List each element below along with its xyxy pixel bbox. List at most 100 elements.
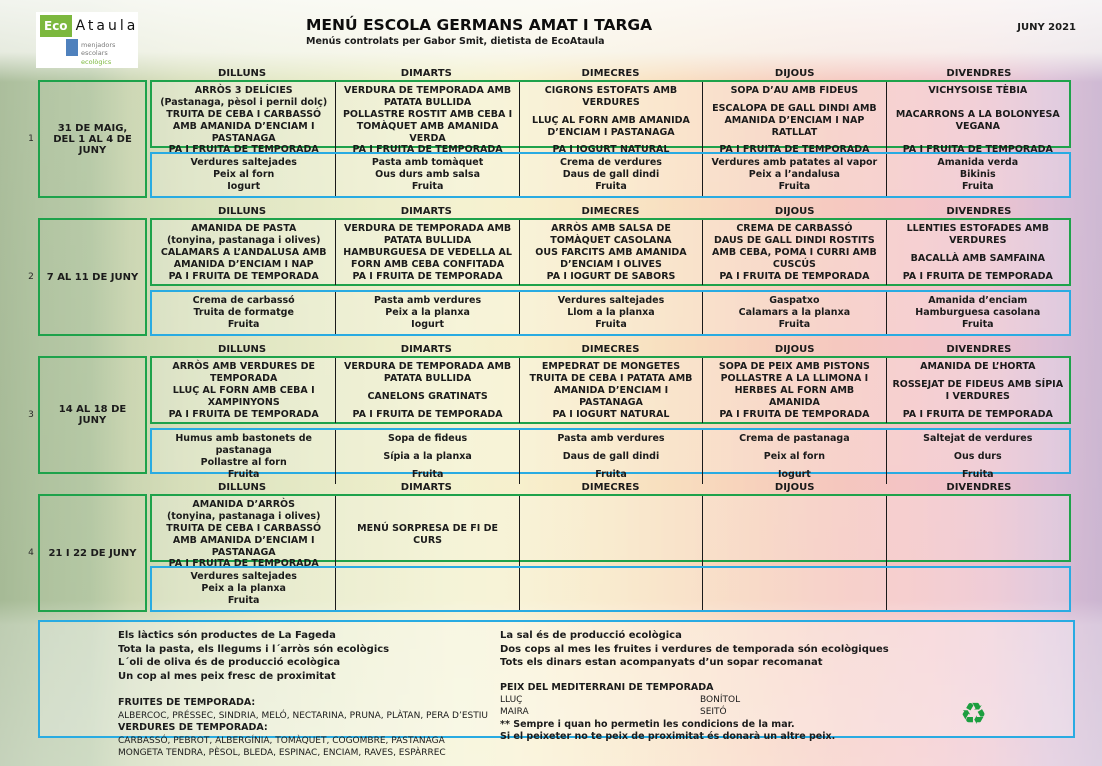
menu-item: CIGRONS ESTOFATS AMB VERDURES [544,85,678,108]
dinner-item: Calamars a la planxa [738,307,851,319]
menu-item: MACARRONS A LA BOLONYESA VEGANA [895,108,1060,132]
menu-item: POLLASTRE A LA LLIMONA I HERBES AL FORN … [720,372,869,408]
dinner-item: Fruita [595,468,627,480]
week-dates: 7 AL 11 DE JUNY [38,218,147,336]
dinner-item: Fruita [411,181,444,193]
notes-right-list: La sal és de producció ecològica Dos cops… [500,629,1063,670]
menu-item: ARRÒS AMB SALSA DE TOMÀQUET CASOLANA [550,223,672,246]
dinner-cell: Crema de carbassó Truita de formatge Fruit… [152,292,335,334]
menu-item: PA I FRUITA DE TEMPORADA [902,408,1053,420]
menu-item: AMANIDA DE L’HORTA [920,361,1036,372]
lunch-row: AMANIDA DE PASTA (tonyina, pastanaga i o… [150,218,1071,286]
vegetables-list: CARBASSÓ, PEBROT, ALBERGÍNIA, TOMÀQUET, … [118,735,445,746]
fish-name: BONÍTOL [700,695,741,706]
day-header: DIMARTS [400,206,452,217]
dinner-item: Ous durs amb salsa [375,169,480,181]
dinner-cell: Saltejat de verdures Ous durs Fruita [885,430,1069,484]
page-header: Eco Ataula menjadors escolars ecològics … [0,0,1102,68]
dinner-item: Fruita [778,181,811,193]
week-dates: 14 AL 18 DE JUNY [38,356,147,474]
menu-item: VERDURA DE TEMPORADA AMB PATATA BULLIDA [344,361,512,384]
vegetables-title: VERDURES DE TEMPORADA: [118,721,268,733]
dinner-item: Verdures saltejades [557,295,665,306]
dinner-cell: Sopa de fideus Sípia a la planxa Fruita [335,430,518,484]
lunch-cell: CREMA DE CARBASSÓ DAUS DE GALL DINDI ROST… [702,220,885,286]
month-label: JUNY 2021 [1017,22,1076,33]
day-header: DILLUNS [218,344,267,355]
dinner-cell: Crema de verdures Daus de gall dindi Fruit… [518,154,702,196]
day-header: DIMECRES [581,344,640,355]
dinner-cell: Pasta amb verdures Peix a la planxa Iogurt [335,292,518,334]
dinner-item: Truita de formatge [193,307,294,319]
menu-item: MENÚ SORPRESA DE FI DE CURS [357,522,498,546]
menu-item: VICHYSOISE TÈBIA [928,85,1028,96]
dinner-item: Crema de carbassó [192,295,295,306]
day-header: DIMECRES [581,68,640,79]
dinner-cell: Gaspatxo Calamars a la planxa Fruita [702,292,885,334]
menu-item: PA I IOGURT DE SABORS [546,270,676,282]
menu-item: ROSSEJAT DE FIDEUS AMB SÍPIA I VERDURES [892,378,1064,402]
menu-item: AMANIDA DE PASTA (tonyina, pastanaga i o… [166,223,321,246]
notes-left: Els làctics són productes de La Fageda To… [118,629,500,759]
day-header: DIMARTS [400,68,452,79]
ecoataula-logo: Eco Ataula menjadors escolars ecològics [36,12,138,68]
dinner-cell: Verdures saltejades Llom a la planxa Fruit… [518,292,702,334]
menu-item: PA I FRUITA DE TEMPORADA [168,270,319,282]
day-header: DIMECRES [581,482,640,493]
menu-item: TRUITA DE CEBA I PATATA AMB AMANIDA D’EN… [529,372,693,408]
day-header: DIVENDRES [946,206,1012,217]
week-block: 1 31 DE MAIG, DEL 1 AL 4 DE JUNY DILLUNS DI… [24,66,1071,198]
note-line: La sal és de producció ecològica [500,630,682,641]
dinner-item: Fruita [227,595,260,607]
dinner-cell [518,568,702,610]
dinner-item: Iogurt [411,319,445,331]
dinner-item: Fruita [962,181,994,193]
dinner-item: Verdures amb patates al vapor [711,157,878,168]
lunch-cell: VERDURA DE TEMPORADA AMB PATATA BULLIDA P… [335,82,518,160]
menu-item: ARRÒS AMB VERDURES DE TEMPORADA [172,361,316,384]
logo-name: Ataula [75,18,139,34]
menu-item: ESCALOPA DE GALL DINDI AMB AMANIDA D’ENC… [712,102,877,138]
title-block: MENÚ ESCOLA GERMANS AMAT I TARGA Menús c… [306,16,652,47]
lunch-cell: CIGRONS ESTOFATS AMB VERDURES LLUÇ AL FOR… [518,82,702,160]
dinner-item: Saltejat de verdures [923,433,1033,444]
fish-name: MAIRA [500,707,529,718]
fish-note: Si el peixeter no te peix de proximitat … [500,731,836,743]
menu-item: BACALLÀ AMB SAMFAINA [910,252,1045,264]
dinner-row: Crema de carbassó Truita de formatge Fruit… [150,290,1071,336]
menu-item: PA I FRUITA DE TEMPORADA [352,270,503,282]
dinner-item: Ous durs [953,450,1002,462]
menu-item: PA I FRUITA DE TEMPORADA [719,144,870,156]
menu-item: POLLASTRE ROSTIT AMB CEBA I TOMÀQUET AMB… [342,108,513,144]
notes-left-list: Els làctics són productes de La Fageda To… [118,629,500,683]
dinner-item: Fruita [778,319,811,331]
fish-section: PEIX DEL MEDITERRANI DE TEMPORADA LLUÇ MA… [500,682,1063,745]
notes-grid: Els làctics són productes de La Fageda To… [118,629,1063,758]
fruits-list: ALBERCOC, PRÉSSEC, SINDRIA, MELÓ, NECTAR… [118,710,488,721]
season-produce: FRUITES DE TEMPORADA: ALBERCOC, PRÉSSEC,… [118,697,500,759]
lunch-cell: ARRÒS AMB VERDURES DE TEMPORADA LLUÇ AL F… [152,358,335,423]
dinner-item: Llom a la planxa [567,307,655,319]
menu-item: PA I FRUITA DE TEMPORADA [168,408,319,420]
menu-item: TRUITA DE CEBA I CARBASSÓ AMB AMANIDA D’… [166,522,322,558]
menu-item: PA I FRUITA DE TEMPORADA [168,558,319,570]
menu-table: 1 31 DE MAIG, DEL 1 AL 4 DE JUNY DILLUNS DI… [0,66,1102,612]
week-block: 2 7 AL 11 DE JUNY DILLUNS DIMARTS DIMECRES DI… [24,204,1071,336]
dinner-item: Fruita [962,319,994,331]
week-number: 2 [28,272,34,282]
lunch-cell: AMANIDA DE PASTA (tonyina, pastanaga i o… [152,220,335,285]
footer-notes: Els làctics són productes de La Fageda To… [38,620,1075,758]
dinner-item: Peix al forn [213,169,275,181]
dinner-item: Pasta amb verdures [557,433,665,444]
dinner-cell [885,568,1069,610]
menu-item: PA I FRUITA DE TEMPORADA [352,408,503,420]
menu-item: PA I FRUITA DE TEMPORADA [902,144,1053,156]
dinner-item: Humus amb bastonets de pastanaga [175,433,313,456]
dinner-item: Daus de gall dindi [562,450,660,462]
menu-item: PA I IOGURT NATURAL [552,408,670,420]
lunch-cell: AMANIDA D’ARRÒS (tonyina, pastanaga i ol… [152,496,335,573]
dinner-item: Fruita [227,319,260,331]
vegetables-list: MONGETA TENDRA, PÈSOL, BLEDA, ESPINAC, E… [118,747,446,758]
menu-item: TRUITA DE CEBA I CARBASSÓ AMB AMANIDA D’… [166,108,322,144]
menu-item: PA I IOGURT NATURAL [552,144,670,156]
